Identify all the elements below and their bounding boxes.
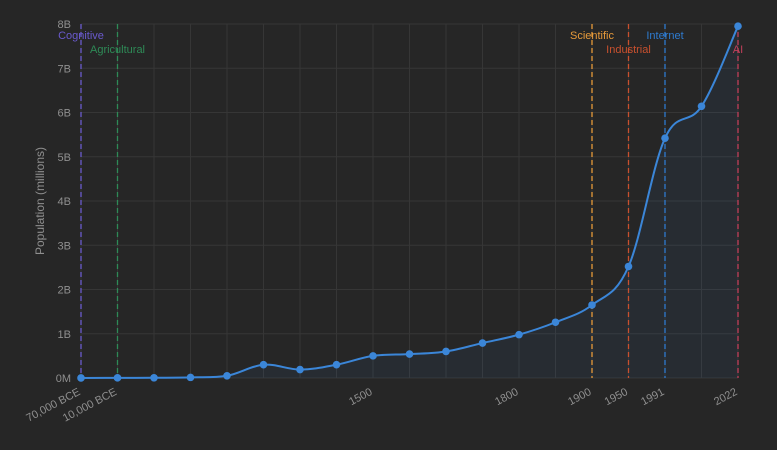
x-tick-label: 2022	[712, 386, 739, 408]
y-tick-label: 7B	[58, 63, 71, 75]
data-point	[259, 360, 268, 369]
y-tick-label: 5B	[58, 152, 71, 164]
area-layer	[81, 26, 738, 379]
data-point	[734, 22, 742, 31]
x-tick-label: 1950	[603, 386, 630, 408]
series-area	[81, 26, 738, 379]
data-point	[515, 330, 523, 339]
revolution-label: Cognitive	[58, 30, 104, 42]
data-point	[223, 371, 231, 380]
y-axis-ticks: 0M 1B 2B 3B 4B 5B 6B 7B 8B	[56, 19, 71, 385]
data-points	[77, 22, 742, 382]
data-point	[551, 318, 560, 327]
data-point	[442, 347, 450, 356]
data-point	[150, 373, 158, 382]
y-tick-label: 1B	[58, 329, 71, 341]
data-point	[697, 102, 706, 111]
x-tick-label: 1900	[566, 386, 593, 408]
x-tick-label: 1991	[639, 386, 666, 408]
data-point	[77, 374, 85, 382]
revolution-label: Scientific	[570, 30, 615, 42]
y-tick-label: 6B	[58, 108, 71, 120]
revolution-label: AI	[733, 44, 743, 56]
y-tick-label: 8B	[58, 19, 71, 31]
y-axis-label: Population (millions)	[33, 147, 47, 255]
revolution-label: Agricultural	[90, 44, 145, 56]
data-point	[296, 365, 304, 374]
data-point	[113, 374, 122, 382]
data-point	[478, 339, 487, 347]
y-tick-label: 3B	[58, 240, 71, 252]
revolution-labels: Cognitive Agricultural Scientific Industria…	[58, 30, 743, 56]
data-point	[588, 301, 596, 309]
data-point	[332, 360, 341, 369]
data-point	[661, 134, 669, 142]
data-point	[369, 352, 377, 360]
x-tick-label: 1500	[347, 386, 374, 408]
y-tick-label: 4B	[58, 196, 71, 208]
y-tick-label: 0M	[56, 373, 71, 385]
data-point	[186, 373, 195, 382]
data-point	[405, 350, 414, 358]
data-point	[624, 262, 633, 271]
revolution-lines	[80, 24, 739, 378]
y-tick-label: 2B	[58, 285, 71, 297]
x-tick-label: 1800	[493, 386, 520, 408]
revolution-label: Industrial	[606, 44, 651, 56]
revolution-label: Internet	[646, 30, 683, 42]
